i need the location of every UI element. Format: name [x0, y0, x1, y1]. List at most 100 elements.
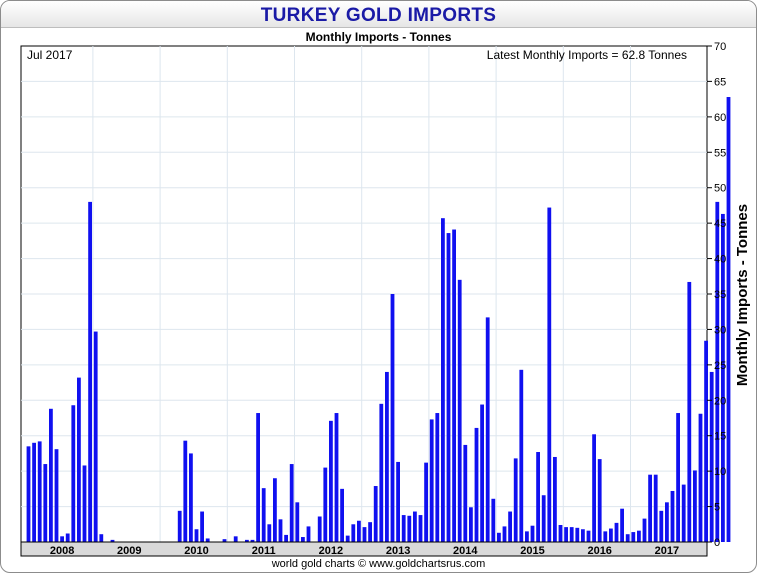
bar: [54, 449, 59, 542]
bar: [715, 201, 720, 542]
bar: [536, 452, 540, 542]
bar: [480, 404, 484, 542]
bar: [541, 495, 546, 542]
bar: [681, 484, 686, 542]
bar: [704, 340, 708, 542]
y-axis-title: Monthly Imports - Tonnes: [734, 204, 751, 386]
bar: [709, 371, 714, 542]
bar: [396, 461, 400, 542]
bar: [513, 458, 518, 542]
y-tick-label: 55: [714, 147, 726, 159]
bar: [463, 444, 468, 542]
y-tick-label: 70: [714, 41, 726, 53]
bar: [597, 459, 602, 542]
bar: [189, 453, 193, 542]
chart-credit: world gold charts © www.goldchartsrus.co…: [271, 558, 486, 570]
bar: [301, 537, 305, 542]
bar: [452, 229, 456, 542]
bar: [547, 207, 552, 542]
bar: [289, 464, 294, 542]
bar: [379, 403, 384, 542]
y-axis-ticks: 0 5 10 15 20 25 30 35 40 45 50 55 60 65 70: [707, 41, 726, 549]
bar: [261, 488, 266, 542]
bar: [385, 371, 389, 542]
bar: [340, 488, 344, 542]
bar: [245, 539, 249, 542]
bar: [726, 97, 731, 542]
y-tick-label: 30: [714, 324, 726, 336]
bar: [345, 535, 350, 542]
bar: [592, 434, 596, 542]
bar: [508, 511, 512, 542]
y-tick-label: 15: [714, 431, 726, 443]
bar: [418, 515, 423, 542]
bar: [698, 413, 703, 542]
bar: [267, 524, 272, 542]
bar: [676, 413, 680, 542]
bar: [88, 201, 92, 542]
bar: [575, 527, 580, 542]
bar: [648, 474, 652, 542]
bar: [273, 478, 277, 542]
bar: [317, 516, 322, 542]
bar: [519, 369, 524, 542]
bar: [351, 524, 356, 542]
y-tick-label: 20: [714, 395, 726, 407]
bar: [485, 317, 490, 542]
bar: [60, 536, 64, 542]
date-label: Jul 2017: [27, 48, 73, 62]
x-tick-label: 2009: [117, 545, 141, 557]
bar: [603, 531, 608, 542]
bar: [99, 534, 104, 542]
bar: [110, 539, 115, 542]
bar: [474, 427, 479, 542]
bar: [631, 532, 636, 542]
bar: [194, 529, 199, 542]
bar: [183, 440, 188, 542]
chart-subtitle: Monthly Imports - Tonnes: [305, 30, 452, 44]
bar: [32, 442, 36, 542]
bar: [368, 522, 372, 542]
title-bar: TURKEY GOLD IMPORTS: [1, 1, 756, 28]
bar: [569, 527, 574, 542]
y-tick-label: 10: [714, 466, 726, 478]
x-tick-label: 2010: [184, 545, 208, 557]
bar: [586, 530, 591, 542]
bar: [491, 498, 496, 542]
bar: [306, 526, 311, 542]
bar: [446, 233, 451, 542]
bar: [429, 419, 434, 542]
bar: [278, 519, 283, 542]
bar: [558, 524, 563, 542]
bar: [373, 486, 378, 542]
bar: [665, 502, 669, 542]
bar: [357, 520, 361, 542]
bar: [469, 507, 473, 542]
x-tick-label: 2011: [252, 545, 276, 557]
bar: [441, 218, 445, 542]
bar: [256, 413, 260, 542]
bar: [659, 510, 664, 542]
bar: [200, 511, 204, 542]
y-tick-label: 45: [714, 218, 726, 230]
bar: [334, 413, 339, 542]
y-tick-label: 50: [714, 183, 726, 195]
bar: [362, 527, 367, 542]
bar: [525, 531, 529, 542]
bar: [564, 527, 568, 542]
y-tick-label: 40: [714, 254, 726, 266]
x-tick-label: 2015: [520, 545, 544, 557]
bar: [295, 502, 300, 542]
bar: [581, 529, 585, 542]
bar: [43, 464, 48, 542]
bar: [693, 470, 697, 542]
y-tick-label: 65: [714, 76, 726, 88]
bar: [401, 515, 406, 542]
latest-annotation: Latest Monthly Imports = 62.8 Tonnes: [487, 48, 687, 62]
y-tick-label: 5: [714, 502, 720, 514]
bars: [26, 97, 731, 542]
bar: [49, 408, 53, 542]
bar: [553, 456, 557, 542]
y-tick-label: 35: [714, 289, 726, 301]
